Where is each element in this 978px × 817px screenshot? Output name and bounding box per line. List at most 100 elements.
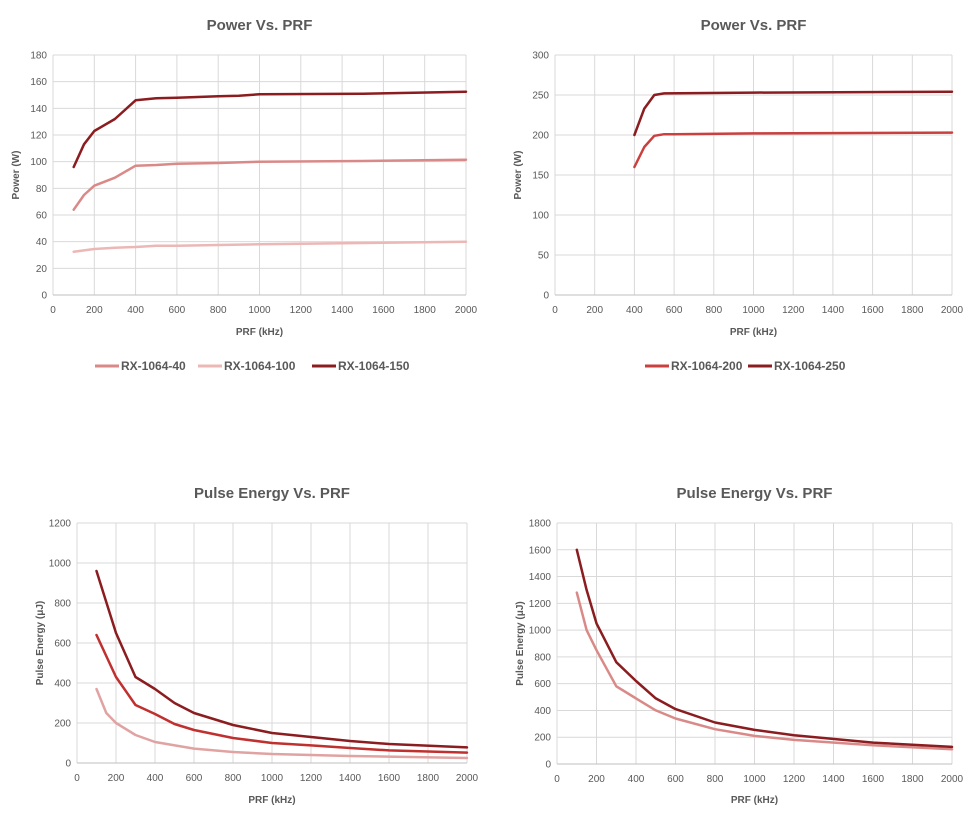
- chart-3: Pulse Energy Vs. PRF 0 200 400 600 800 1000 120…: [35, 485, 479, 806]
- y-tick-label: 20: [36, 264, 48, 275]
- series-line-rx-1064-100: [72, 240, 468, 253]
- y-axis-label: Power (W): [513, 151, 524, 200]
- y-tick-label: 400: [534, 706, 551, 717]
- legend-label: RX-1064-150: [338, 359, 410, 373]
- x-axis-label: PRF (kHz): [248, 795, 295, 806]
- legend-label: RX-1064-200: [671, 359, 743, 373]
- x-tick-label: 1400: [822, 774, 845, 785]
- y-tick-label: 0: [41, 291, 47, 302]
- x-tick-label: 2000: [941, 774, 964, 785]
- x-tick-label: 1000: [248, 305, 271, 316]
- x-tick-label: 1600: [378, 773, 401, 784]
- y-tick-label: 1600: [529, 545, 552, 556]
- x-tick-label: 1800: [901, 305, 924, 316]
- x-tick-label: 1400: [339, 773, 362, 784]
- x-tick-label: 1800: [417, 773, 440, 784]
- x-tick-label: 2000: [941, 305, 964, 316]
- x-tick-label: 1400: [822, 305, 845, 316]
- x-tick-label: 400: [127, 305, 144, 316]
- y-tick-label: 50: [538, 251, 550, 262]
- x-tick-label: 800: [210, 305, 227, 316]
- x-tick-label: 800: [705, 305, 722, 316]
- x-tick-label: 1200: [300, 773, 323, 784]
- x-tick-label: 1000: [742, 305, 765, 316]
- y-tick-label: 60: [36, 211, 48, 222]
- y-tick-label: 200: [54, 719, 71, 730]
- chart-4: Pulse Energy Vs. PRF 0 200 400 600 800 1000 120…: [515, 485, 964, 806]
- x-tick-label: 1200: [782, 305, 805, 316]
- series-line-rx-1064-40: [72, 158, 468, 211]
- y-axis-label: Power (W): [11, 151, 22, 200]
- x-tick-label: 200: [588, 774, 605, 785]
- x-tick-label: 400: [626, 305, 643, 316]
- y-tick-label: 1800: [529, 519, 552, 530]
- y-axis-label: Pulse Energy (μJ): [515, 601, 526, 685]
- x-tick-label: 1600: [372, 305, 395, 316]
- series-line-series-2: [95, 633, 469, 754]
- y-tick-label: 100: [532, 211, 549, 222]
- y-tick-label: 1000: [529, 626, 552, 637]
- x-tick-label: 600: [666, 305, 683, 316]
- y-tick-label: 0: [545, 760, 551, 771]
- series-line-rx-1064-200: [633, 131, 954, 169]
- x-axis-label: PRF (kHz): [236, 327, 283, 338]
- series-line-series-1: [575, 591, 954, 751]
- x-tick-label: 2000: [456, 773, 479, 784]
- y-tick-label: 800: [534, 652, 551, 663]
- y-tick-label: 180: [30, 51, 47, 62]
- x-tick-label: 200: [108, 773, 125, 784]
- x-tick-label: 200: [86, 305, 103, 316]
- y-tick-label: 1200: [49, 519, 72, 530]
- x-tick-label: 1200: [290, 305, 313, 316]
- chart-title: Power Vs. PRF: [207, 17, 313, 34]
- y-tick-label: 120: [30, 131, 47, 142]
- legend-label: RX-1064-250: [774, 359, 846, 373]
- x-tick-label: 1200: [783, 774, 806, 785]
- x-tick-label: 1800: [901, 774, 924, 785]
- y-tick-label: 800: [54, 599, 71, 610]
- y-tick-label: 200: [532, 131, 549, 142]
- series-line-rx-1064-150: [72, 90, 468, 169]
- y-tick-label: 1400: [529, 572, 552, 583]
- y-tick-label: 150: [532, 171, 549, 182]
- y-tick-label: 0: [543, 291, 549, 302]
- x-tick-label: 0: [552, 305, 558, 316]
- series-line-rx-1064-250: [633, 90, 954, 137]
- y-tick-label: 300: [532, 51, 549, 62]
- chart-title: Pulse Energy Vs. PRF: [677, 485, 833, 502]
- x-tick-label: 1600: [861, 305, 884, 316]
- y-axis-label: Pulse Energy (μJ): [35, 601, 46, 685]
- chart-title: Power Vs. PRF: [701, 17, 807, 34]
- x-tick-label: 0: [74, 773, 80, 784]
- x-tick-label: 0: [50, 305, 56, 316]
- y-tick-label: 600: [54, 639, 71, 650]
- y-tick-label: 40: [36, 237, 48, 248]
- y-tick-label: 140: [30, 104, 47, 115]
- y-tick-label: 1000: [49, 559, 72, 570]
- x-tick-label: 1400: [331, 305, 354, 316]
- y-tick-label: 600: [534, 679, 551, 690]
- x-tick-label: 600: [169, 305, 186, 316]
- y-tick-label: 1200: [529, 599, 552, 610]
- x-axis-label: PRF (kHz): [731, 795, 778, 806]
- x-tick-label: 800: [225, 773, 242, 784]
- y-tick-label: 250: [532, 91, 549, 102]
- y-tick-label: 0: [65, 759, 71, 770]
- x-tick-label: 600: [186, 773, 203, 784]
- x-tick-label: 200: [586, 305, 603, 316]
- y-tick-label: 100: [30, 157, 47, 168]
- x-tick-label: 1800: [414, 305, 437, 316]
- x-tick-label: 1000: [743, 774, 766, 785]
- chart-title: Pulse Energy Vs. PRF: [194, 485, 350, 502]
- series-line-series-1: [95, 687, 469, 760]
- y-tick-label: 400: [54, 679, 71, 690]
- chart-2: Power Vs. PRF 0 50 100 150 200 250 300 0 200 400 60…: [513, 17, 964, 373]
- x-tick-label: 800: [707, 774, 724, 785]
- x-axis-label: PRF (kHz): [730, 327, 777, 338]
- x-tick-label: 400: [147, 773, 164, 784]
- x-tick-label: 1600: [862, 774, 885, 785]
- x-tick-label: 1000: [261, 773, 284, 784]
- x-tick-label: 0: [554, 774, 560, 785]
- x-tick-label: 400: [628, 774, 645, 785]
